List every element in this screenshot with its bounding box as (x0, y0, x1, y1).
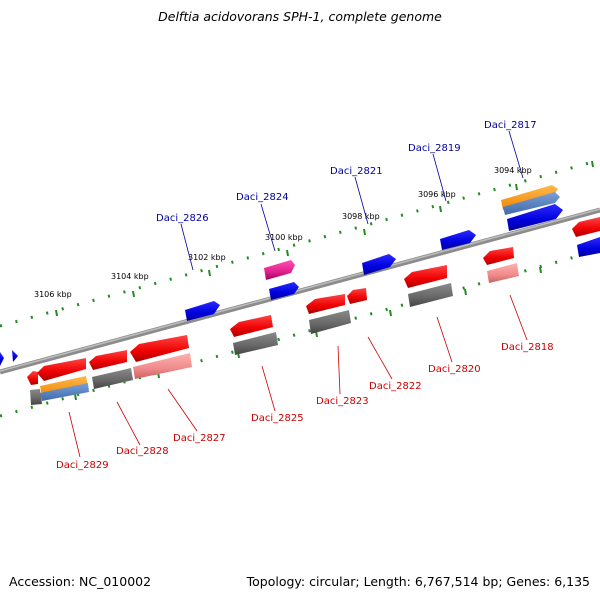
gene-arrow-daci-2822[interactable] (347, 288, 367, 304)
top-leader-lines (180, 130, 524, 271)
major-tick-3092 (591, 160, 594, 168)
major-tick-3096 (439, 205, 442, 213)
gene-arrow-daci-2829-grey[interactable] (30, 389, 42, 405)
gene-arrow-daci-2819[interactable] (440, 230, 476, 250)
gene-arrow-daci-2828-grey[interactable] (92, 368, 133, 389)
gene-arrow-daci-2820[interactable] (404, 265, 447, 288)
gene-label-daci-2821[interactable]: Daci_2821 (330, 166, 383, 177)
genome-summary-label: Topology: circular; Length: 6,767,514 bp… (246, 574, 590, 589)
gene-arrow-daci-2829-steel[interactable] (40, 383, 89, 401)
major-tick-3094 (515, 183, 518, 191)
scale-label: 3102 kbp (188, 253, 226, 262)
gene-label-daci-2822[interactable]: Daci_2822 (369, 381, 422, 392)
scale-label: 3100 kbp (265, 233, 303, 242)
gene-label-daci-2828[interactable]: Daci_2828 (116, 446, 169, 457)
scale-label: 3104 kbp (111, 272, 149, 281)
scale-label: 3094 kbp (494, 166, 532, 175)
bottom-leader-lines (68, 294, 528, 458)
inner-scale-track (0, 248, 600, 418)
scale-label: 3096 kbp (418, 190, 456, 199)
outer-scale-track (0, 158, 600, 328)
gene-label-daci-2823[interactable]: Daci_2823 (316, 396, 369, 407)
gene-arrow-daci-2829-small[interactable] (27, 371, 38, 385)
gene-label-daci-2817[interactable]: Daci_2817 (484, 120, 537, 131)
gene-arrow-daci-2820-grey[interactable] (408, 283, 453, 307)
gene-arrow-daci-2824-b[interactable] (264, 260, 295, 280)
page-title: Delftia acidovorans SPH-1, complete geno… (158, 9, 442, 24)
gene-arrow-daci-2828[interactable] (89, 350, 127, 370)
gene-label-daci-2827[interactable]: Daci_2827 (173, 433, 226, 444)
gene-label-daci-2825[interactable]: Daci_2825 (251, 413, 304, 424)
gene-arrow-daci-2829[interactable] (37, 358, 86, 381)
major-tick-3098 (363, 228, 366, 236)
major-tick-3106 (55, 309, 58, 317)
gene-label-daci-2818[interactable]: Daci_2818 (501, 342, 554, 353)
gene-arrow-edge-left[interactable] (0, 352, 4, 366)
genome-backbone-highlight (0, 208, 600, 372)
gene-label-daci-2820[interactable]: Daci_2820 (428, 364, 481, 375)
gene-arrow-daci-2817[interactable] (507, 204, 563, 231)
gene-arrow-daci-2823-grey[interactable] (309, 310, 351, 334)
gene-arrow-daci-2827[interactable] (130, 335, 189, 362)
scale-label: 3098 kbp (342, 212, 380, 221)
gene-label-daci-2829[interactable]: Daci_2829 (56, 460, 109, 471)
gene-arrow-daci-2825[interactable] (230, 315, 273, 337)
major-tick-3100 (286, 249, 289, 257)
gene-arrow-daci-2817-steel[interactable] (503, 192, 560, 215)
gene-arrow-daci-2821[interactable] (362, 254, 396, 275)
accession-label: Accession: NC_010002 (9, 574, 152, 589)
gene-arrow-daci-2818[interactable] (483, 247, 514, 265)
gene-arrow-daci-2825-grey[interactable] (233, 332, 278, 355)
gene-arrow-daci-2826[interactable] (185, 301, 220, 321)
gene-arrow-edge-right[interactable] (577, 237, 600, 257)
gene-label-daci-2826[interactable]: Daci_2826 (156, 213, 209, 224)
major-tick-3102 (208, 269, 211, 277)
gene-arrow-edge-left-2[interactable] (12, 350, 18, 362)
gene-label-daci-2824[interactable]: Daci_2824 (236, 192, 289, 203)
gene-label-daci-2819[interactable]: Daci_2819 (408, 143, 461, 154)
scale-label: 3106 kbp (34, 290, 72, 299)
reverse-genes (27, 217, 600, 405)
gene-arrow-daci-2818-pink[interactable] (487, 263, 519, 283)
forward-genes (0, 185, 600, 366)
major-tick-3104 (132, 290, 135, 298)
gene-arrow-daci-2824[interactable] (269, 282, 299, 300)
gene-arrow-daci-2827-pink[interactable] (133, 353, 192, 379)
gene-arrow-daci-2823[interactable] (306, 294, 345, 314)
gene-arrow-edge-right-red[interactable] (572, 217, 600, 237)
